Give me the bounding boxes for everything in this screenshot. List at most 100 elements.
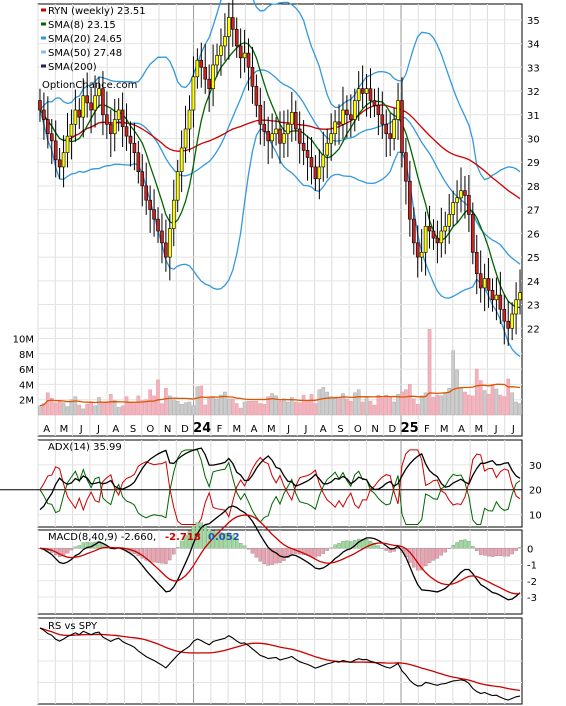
volume-bar: [207, 397, 211, 416]
macd-histogram-bar: [459, 540, 463, 549]
month-label: A: [251, 424, 258, 435]
macd-histogram-bar: [518, 547, 522, 549]
macd-histogram-bar: [172, 548, 176, 555]
candle-body: [203, 67, 208, 80]
adx-tick-label: 10: [529, 511, 542, 522]
candle-body: [152, 209, 156, 220]
volume-bar: [65, 406, 70, 416]
candle-body: [467, 195, 471, 215]
macd-histogram-bar: [471, 545, 475, 549]
volume-bar: [474, 368, 479, 416]
volume-bar: [447, 387, 452, 416]
macd-histogram-bar: [203, 525, 207, 549]
macd-histogram-bar: [408, 548, 412, 563]
volume-bar: [431, 397, 436, 416]
candle-body: [73, 109, 78, 125]
macd-histogram-bar: [317, 548, 322, 557]
minus-di-line: [39, 449, 521, 525]
volume-bar: [364, 397, 369, 416]
volume-bar: [274, 395, 278, 416]
candle-body: [411, 218, 416, 244]
candle-body: [309, 157, 314, 168]
volume-bar: [93, 405, 97, 416]
rs-average-line: [39, 627, 521, 692]
candle-body: [368, 88, 373, 101]
price-tick-label: 30: [527, 134, 540, 145]
candle-body: [317, 166, 322, 180]
volume-bar: [321, 387, 326, 416]
macd-histogram-bar: [506, 548, 510, 557]
adx-label: ADX(14) 35.99: [48, 442, 122, 453]
volume-bar: [494, 388, 499, 416]
volume-bar: [380, 397, 385, 416]
candle-body: [187, 109, 192, 130]
volume-bar: [411, 398, 416, 416]
legend-sym: RYN (weekly) 23.51: [48, 6, 146, 17]
macd-histogram-bar: [250, 548, 255, 554]
volume-bar: [329, 396, 333, 416]
volume-bar: [73, 396, 78, 416]
candle-body: [140, 171, 145, 187]
volume-bar: [278, 400, 282, 416]
candle-body: [404, 152, 408, 182]
candle-body: [195, 59, 200, 78]
candle-body: [164, 242, 168, 258]
volume-bar: [376, 394, 381, 416]
volume-bar: [313, 403, 318, 416]
month-label: S: [337, 424, 343, 435]
macd-histogram-bar: [478, 548, 483, 555]
macd-histogram-bar: [282, 548, 286, 561]
candle-body: [238, 45, 243, 59]
month-label: J: [303, 424, 307, 435]
macd-histogram-bar: [286, 548, 290, 558]
volume-bar: [219, 394, 223, 416]
macd-histogram-bar: [451, 544, 455, 549]
price-tick-label: 35: [527, 16, 540, 27]
volume-bar: [254, 400, 259, 416]
month-label: M: [474, 424, 483, 435]
candle-body: [337, 121, 341, 125]
volume-bar: [427, 329, 432, 416]
macd-histogram-bar: [427, 548, 432, 563]
candle-body: [136, 152, 141, 172]
candle-body: [160, 230, 164, 244]
volume-bar: [478, 380, 483, 416]
volume-bar: [368, 400, 373, 416]
macd-histogram-bar: [341, 541, 345, 549]
volume-bar: [463, 391, 467, 416]
candle-body: [116, 109, 121, 120]
macd-histogram-bar: [486, 548, 491, 557]
month-label: 25: [401, 421, 419, 436]
macd-histogram-bar: [179, 540, 184, 549]
candle-body: [61, 152, 66, 168]
macd-tick-label: 0: [527, 544, 533, 555]
volume-bar: [490, 384, 495, 416]
month-label: J: [494, 424, 498, 435]
price-tick-label: 23: [527, 301, 540, 312]
macd-histogram-bar: [364, 539, 369, 549]
candle-body: [388, 133, 392, 139]
macd-value-1: -2.718: [165, 532, 201, 543]
candle-body: [156, 218, 160, 232]
macd-histogram-bar: [419, 548, 424, 571]
volume-bar: [81, 408, 86, 416]
legend-s200: SMA(200): [48, 62, 97, 73]
macd-histogram-bar: [514, 548, 518, 551]
macd-histogram-bar: [191, 525, 196, 549]
macd-histogram-bar: [463, 539, 467, 549]
macd-histogram-bar: [482, 548, 487, 556]
month-label: A: [43, 424, 50, 435]
macd-histogram-bar: [160, 548, 164, 564]
candle-body: [148, 199, 152, 210]
volume-bar: [289, 397, 294, 416]
volume-bar: [38, 405, 42, 416]
macd-value-2: 0.052: [208, 532, 240, 543]
volume-bar: [467, 394, 471, 416]
macd-histogram-bar: [187, 530, 192, 549]
candle-body: [439, 230, 444, 244]
month-label: F: [217, 424, 223, 435]
macd-histogram-bar: [510, 548, 514, 555]
candle-body: [89, 102, 93, 111]
macd-histogram-bar: [254, 548, 259, 558]
volume-bar: [77, 404, 82, 416]
